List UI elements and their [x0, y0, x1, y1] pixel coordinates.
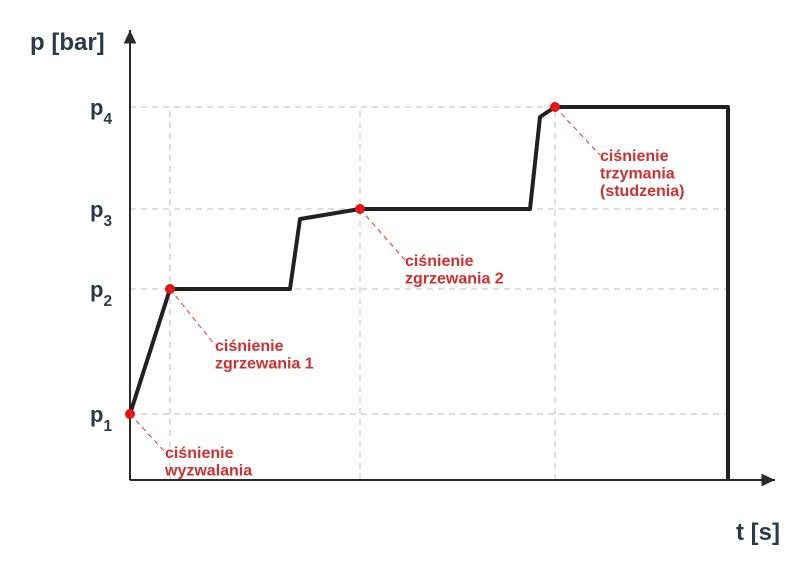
x-axis-label: t [s] [736, 519, 780, 546]
annotation-text: ciśnieniewyzwalania [164, 445, 252, 480]
annotations: ciśnieniewyzwalania ciśnieniezgrzewania 1… [130, 107, 684, 480]
chart-svg: :root{--axis-label-color:#2b3a4b;--annot… [0, 0, 808, 576]
y-tick-label: p4 [90, 95, 112, 128]
y-axis-label: p [bar] [30, 29, 105, 56]
annotation-text: ciśnienietrzymania(studzenia) [600, 148, 684, 200]
y-tick-label: p2 [90, 277, 112, 310]
y-tick-label: p1 [90, 402, 112, 435]
pressure-time-chart: :root{--axis-label-color:#2b3a4b;--annot… [0, 0, 808, 576]
data-points [125, 102, 560, 419]
annotation-text: ciśnieniezgrzewania 2 [405, 253, 504, 288]
y-tick-label: p3 [90, 197, 112, 230]
annotation-text: ciśnieniezgrzewania 1 [215, 338, 314, 373]
